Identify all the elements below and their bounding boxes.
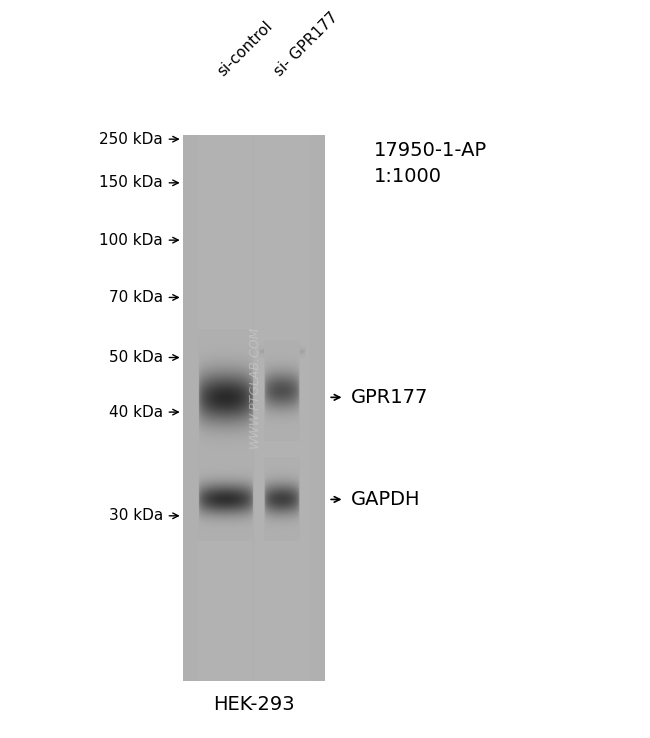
Text: 50 kDa: 50 kDa [109, 350, 163, 365]
Text: GPR177: GPR177 [351, 388, 428, 407]
Text: 70 kDa: 70 kDa [109, 290, 163, 305]
Text: 100 kDa: 100 kDa [99, 232, 163, 248]
Bar [183, 135, 325, 680]
Text: 250 kDa: 250 kDa [99, 131, 163, 147]
Text: WWW.PTGLAB.COM: WWW.PTGLAB.COM [247, 325, 260, 448]
Text: si-control: si-control [214, 18, 276, 79]
Text: 30 kDa: 30 kDa [109, 508, 163, 523]
Text: 40 kDa: 40 kDa [109, 404, 163, 420]
Text: 17950-1-AP
1:1000: 17950-1-AP 1:1000 [374, 141, 487, 187]
Bar [198, 135, 252, 680]
Text: GAPDH: GAPDH [351, 490, 421, 509]
Text: si- GPR177: si- GPR177 [272, 10, 341, 79]
Text: 150 kDa: 150 kDa [99, 176, 163, 190]
Bar [255, 135, 309, 680]
Text: HEK-293: HEK-293 [213, 694, 294, 714]
